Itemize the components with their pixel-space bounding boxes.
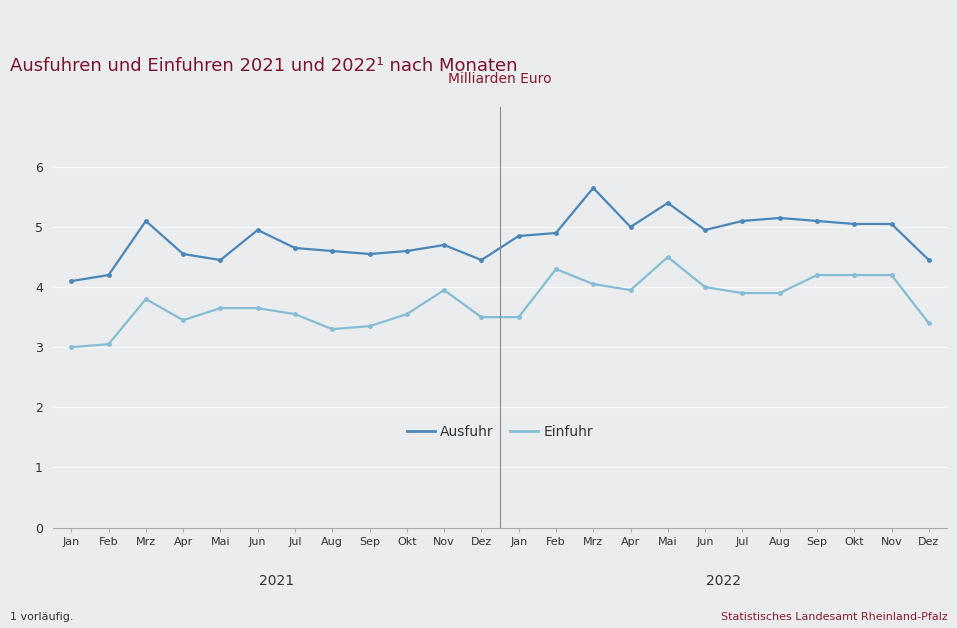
Ausfuhr (550, 229, 562, 237)
Einfuhr (625, 286, 636, 294)
Ausfuhr (252, 226, 263, 234)
Ausfuhr (214, 256, 226, 264)
Einfuhr (886, 271, 898, 279)
Einfuhr (774, 290, 786, 297)
Ausfuhr (886, 220, 898, 228)
Ausfuhr (513, 232, 524, 240)
Einfuhr (513, 313, 524, 321)
Einfuhr (326, 325, 338, 333)
Ausfuhr (140, 217, 151, 225)
Ausfuhr (65, 278, 77, 285)
Einfuhr (252, 305, 263, 312)
Einfuhr (140, 295, 151, 303)
Text: Statistisches Landesamt Rheinland-Pfalz: Statistisches Landesamt Rheinland-Pfalz (721, 612, 947, 622)
Ausfuhr (588, 184, 599, 192)
Ausfuhr (177, 250, 189, 257)
Ausfuhr (476, 256, 487, 264)
Text: Ausfuhren und Einfuhren 2021 und 2022¹ nach Monaten: Ausfuhren und Einfuhren 2021 und 2022¹ n… (10, 57, 517, 75)
Ausfuhr (289, 244, 300, 252)
Ausfuhr (700, 226, 711, 234)
Text: 1 vorläufig.: 1 vorläufig. (10, 612, 73, 622)
Einfuhr (550, 265, 562, 273)
Einfuhr (588, 280, 599, 288)
Einfuhr (924, 320, 935, 327)
Einfuhr (812, 271, 823, 279)
Ausfuhr (812, 217, 823, 225)
Einfuhr (438, 286, 450, 294)
Ausfuhr (326, 247, 338, 255)
Einfuhr (102, 340, 114, 348)
Einfuhr (214, 305, 226, 312)
Text: Milliarden Euro: Milliarden Euro (448, 72, 552, 85)
Einfuhr (700, 283, 711, 291)
Ausfuhr (625, 223, 636, 230)
Line: Ausfuhr: Ausfuhr (69, 185, 931, 283)
Einfuhr (476, 313, 487, 321)
Einfuhr (177, 317, 189, 324)
Ausfuhr (364, 250, 375, 257)
Ausfuhr (849, 220, 860, 228)
Text: 2022: 2022 (706, 574, 742, 588)
Text: 2021: 2021 (258, 574, 294, 588)
Einfuhr (662, 253, 674, 261)
Ausfuhr (737, 217, 748, 225)
Legend: Ausfuhr, Einfuhr: Ausfuhr, Einfuhr (401, 420, 599, 445)
Einfuhr (401, 310, 412, 318)
Einfuhr (65, 344, 77, 351)
Line: Einfuhr: Einfuhr (69, 254, 931, 350)
Ausfuhr (924, 256, 935, 264)
Ausfuhr (662, 199, 674, 207)
Ausfuhr (102, 271, 114, 279)
Einfuhr (849, 271, 860, 279)
Einfuhr (737, 290, 748, 297)
Ausfuhr (774, 214, 786, 222)
Ausfuhr (401, 247, 412, 255)
Ausfuhr (438, 241, 450, 249)
Einfuhr (364, 322, 375, 330)
Einfuhr (289, 310, 300, 318)
